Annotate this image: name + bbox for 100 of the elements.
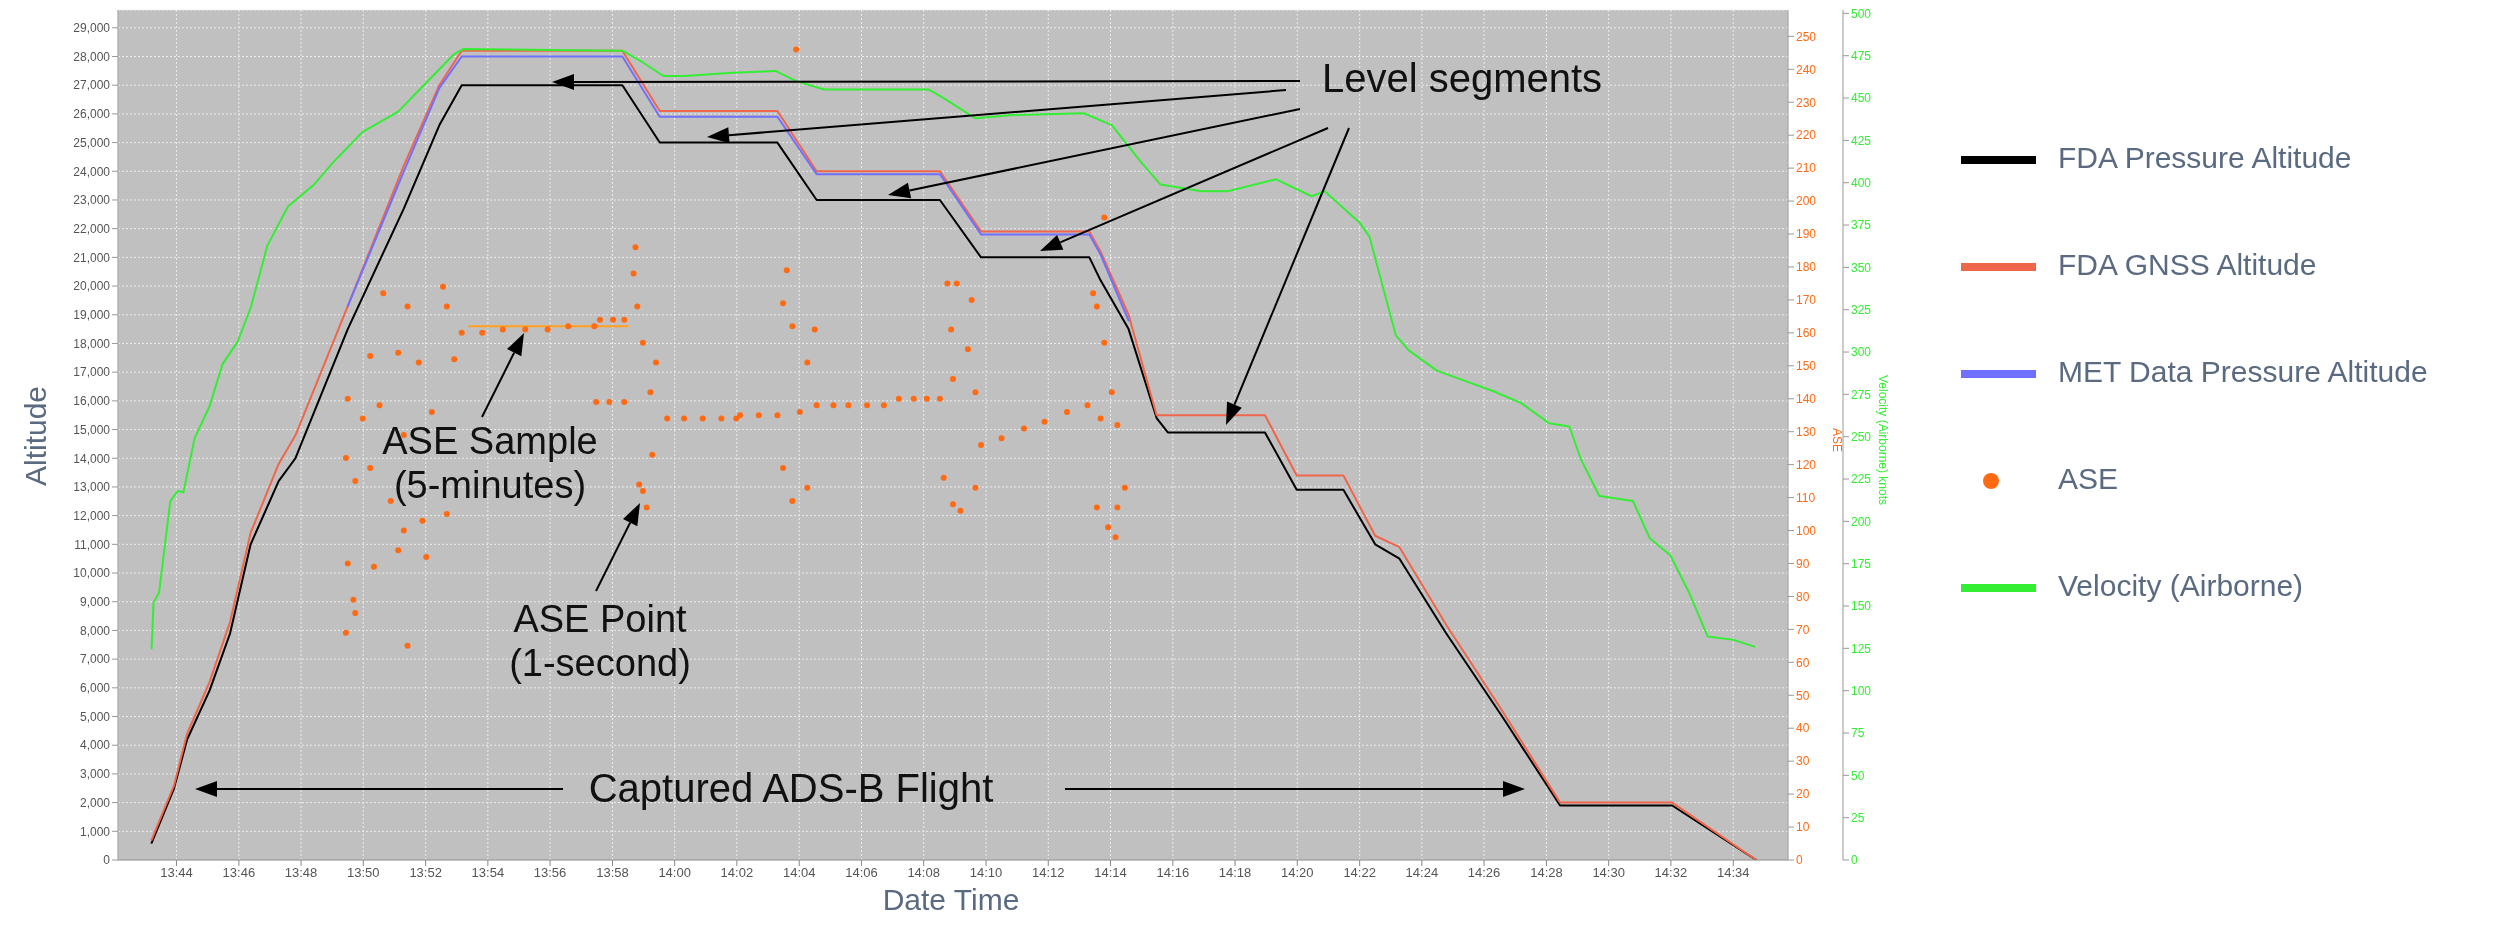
y2-tick-label: 120 [1796,457,1817,472]
x-tick-label: 14:28 [1530,865,1563,881]
y2-tick-label: 140 [1796,392,1817,407]
y-tick-label: 16,000 [73,394,111,409]
y2-tick-label: 230 [1796,95,1817,110]
x-tick-label: 13:56 [533,865,567,881]
y2-tick-label: 210 [1796,161,1817,176]
y2-tick-label: 130 [1796,424,1817,439]
y2-tick-label: 80 [1796,589,1810,604]
y3-tick-label: 200 [1851,514,1872,529]
line-series [346,55,1130,322]
y-axis-title: Altitude [18,385,52,487]
y3-tick-label: 225 [1851,472,1872,487]
y2-axis-title: ASE [1829,427,1844,453]
x-tick-label: 14:08 [907,865,940,881]
y3-tick-label: 400 [1851,175,1872,190]
y-tick-label: 12,000 [73,508,111,523]
y-tick-label: 1,000 [79,824,111,839]
y2-tick-label: 250 [1796,29,1817,44]
y2-tick-label: 200 [1796,194,1817,209]
y-tick-label: 21,000 [73,250,111,265]
line-series [150,47,1756,650]
y-tick-label: 24,000 [73,164,111,179]
y-tick-label: 22,000 [73,221,111,236]
annotation: Captured ADS-B Flight [588,765,994,810]
y2-tick-label: 0 [1796,853,1803,868]
y3-tick-label: 500 [1851,6,1872,21]
x-tick-label: 14:12 [1031,865,1065,881]
x-tick-label: 14:18 [1218,865,1252,881]
y3-tick-label: 350 [1851,260,1872,275]
y-tick-label: 18,000 [73,336,111,351]
x-tick-label: 14:22 [1343,865,1376,881]
x-tick-label: 14:34 [1716,865,1750,881]
y3-axis-title: Velocity (Airborne) knots [1875,374,1890,506]
y2-tick-label: 20 [1796,787,1810,802]
y3-tick-label: 0 [1851,853,1858,868]
y3-tick-label: 250 [1851,429,1872,444]
y3-tick-label: 50 [1851,768,1865,783]
y-tick-label: 19,000 [73,308,111,323]
x-tick-label: 13:58 [596,865,629,881]
y2-tick-label: 10 [1796,820,1810,835]
y3-tick-label: 425 [1851,133,1872,148]
y3-tick-label: 300 [1851,345,1872,360]
x-tick-label: 14:32 [1654,865,1688,881]
legend-label: MET Data Pressure Altitude [2058,354,2428,388]
y2-tick-label: 220 [1796,128,1817,143]
y3-tick-label: 325 [1851,302,1872,317]
annotation: Level segments [1321,55,1603,100]
x-tick-label: 14:00 [658,865,691,881]
y3-tick-label: 125 [1851,641,1872,656]
y2-tick-label: 50 [1796,688,1810,703]
y-tick-label: 27,000 [73,78,111,93]
x-tick-label: 13:48 [284,865,318,881]
y-tick-label: 7,000 [79,652,111,667]
y-tick-label: 8,000 [79,623,111,638]
x-tick-label: 14:06 [845,865,878,881]
y3-tick-label: 100 [1851,683,1872,698]
y-tick-label: 13,000 [73,480,111,495]
legend-label: FDA GNSS Altitude [2058,247,2317,281]
y-tick-label: 0 [103,853,111,868]
y-tick-label: 23,000 [73,193,111,208]
y-tick-label: 20,000 [73,279,111,294]
x-tick-label: 13:52 [409,865,442,881]
x-tick-label: 14:16 [1156,865,1190,881]
x-tick-label: 14:24 [1405,865,1439,881]
annotation: ASE Point (1-second) [509,598,691,684]
legend-label: FDA Pressure Altitude [2058,140,2352,174]
y-tick-label: 4,000 [79,738,111,753]
y3-tick-label: 450 [1851,91,1872,106]
y2-tick-label: 100 [1796,523,1817,538]
y-tick-label: 5,000 [79,709,111,724]
x-tick-label: 13:50 [347,865,380,881]
y-tick-label: 15,000 [73,422,111,437]
y-tick-label: 29,000 [73,21,111,36]
y2-tick-label: 150 [1796,359,1817,374]
y2-tick-label: 190 [1796,227,1817,242]
y2-tick-label: 70 [1796,622,1810,637]
y2-tick-label: 40 [1796,721,1810,736]
y-tick-label: 14,000 [73,451,111,466]
y3-tick-label: 175 [1851,556,1872,571]
y3-tick-label: 375 [1851,218,1872,233]
x-tick-label: 14:04 [782,865,816,881]
y-tick-label: 10,000 [73,566,111,581]
x-tick-label: 13:44 [160,865,193,881]
y2-tick-label: 30 [1796,754,1810,769]
y3-tick-label: 475 [1851,48,1872,63]
y-tick-label: 25,000 [73,135,111,150]
y2-tick-label: 160 [1796,326,1817,341]
y2-tick-label: 90 [1796,556,1810,571]
x-tick-label: 14:30 [1592,865,1625,881]
y3-tick-label: 25 [1851,810,1865,825]
x-tick-label: 13:46 [222,865,256,881]
x-tick-label: 14:10 [969,865,1003,881]
y2-tick-label: 60 [1796,655,1810,670]
legend-label: ASE [2058,461,2119,495]
x-tick-label: 14:02 [720,865,754,881]
annotation: ASE Sample (5-minutes) [382,420,598,506]
y-tick-label: 2,000 [79,795,111,810]
x-tick-label: 13:54 [471,865,505,881]
y3-tick-label: 150 [1851,599,1872,614]
